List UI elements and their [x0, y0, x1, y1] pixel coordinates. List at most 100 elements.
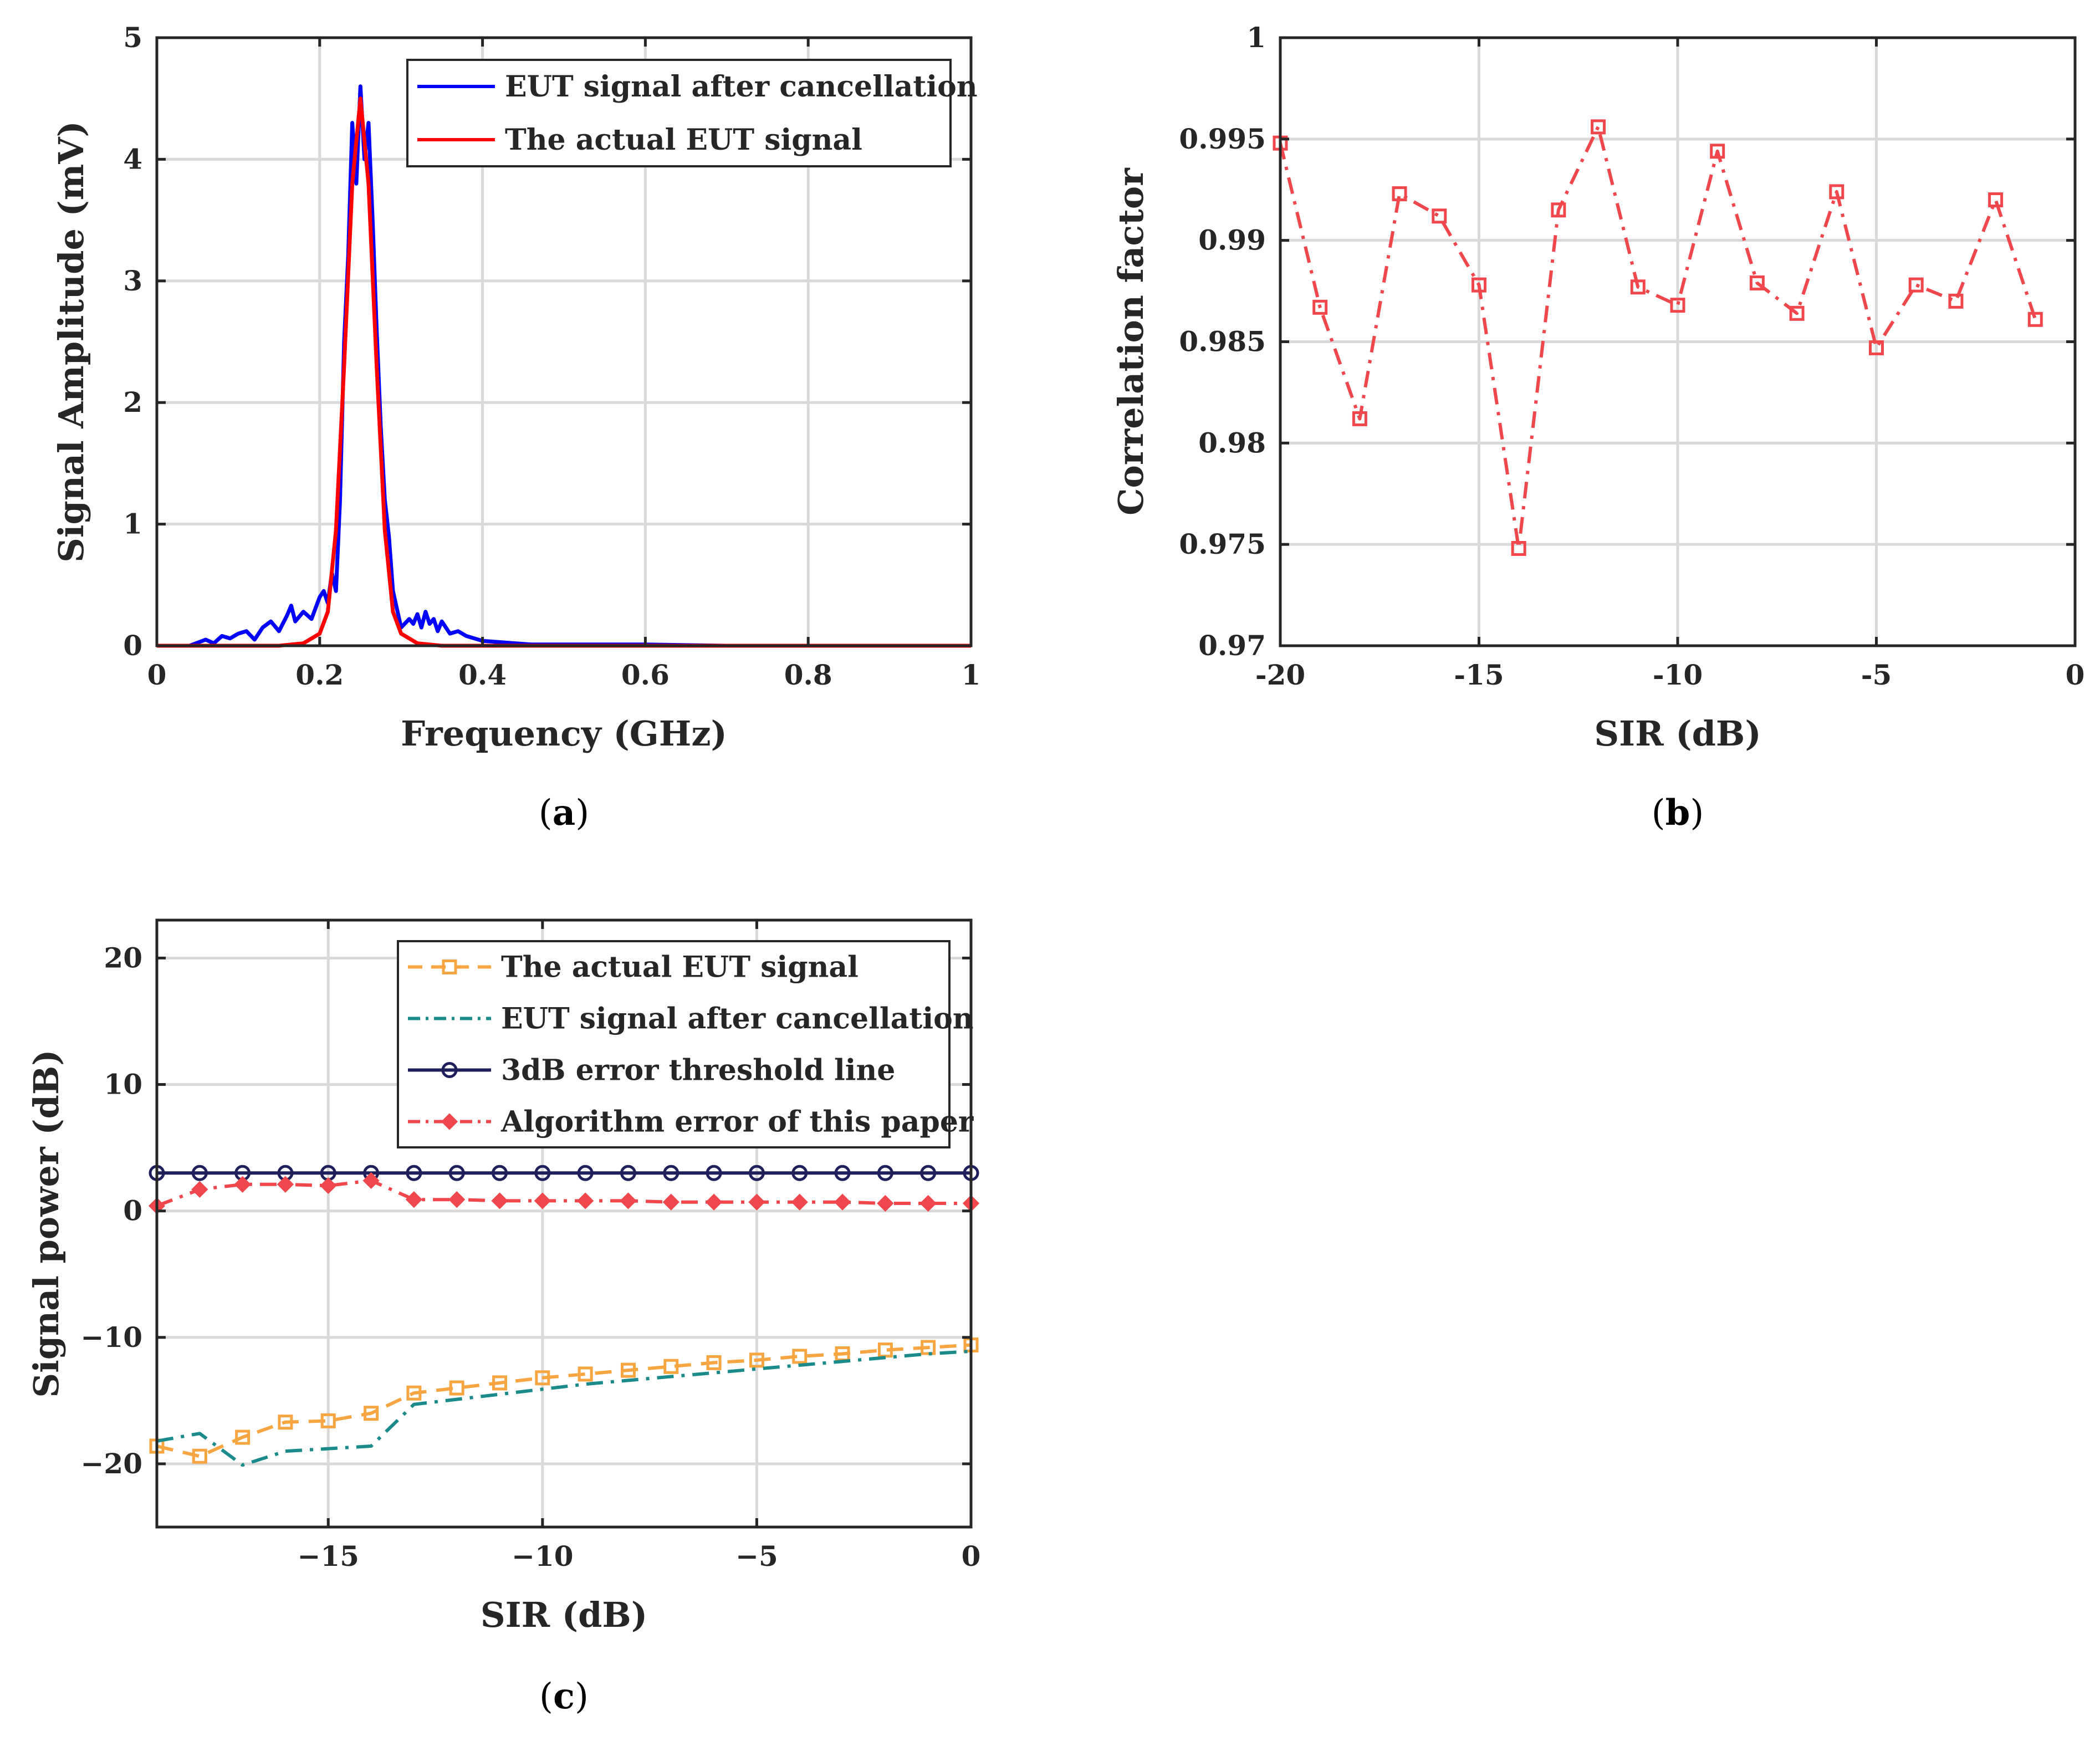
y-tick-label: 1 [1246, 21, 1266, 54]
x-tick-label: 0.8 [784, 658, 832, 691]
caption-paren-close: ) [575, 793, 589, 834]
x-tick-label: 0 [962, 1540, 981, 1572]
data-point [191, 1181, 208, 1198]
data-point [535, 1370, 550, 1386]
data-point [320, 1413, 336, 1428]
data-point [1392, 186, 1407, 202]
data-point [577, 1165, 594, 1181]
data-point [919, 1194, 937, 1212]
x-tick-label: 0.2 [295, 658, 344, 691]
legend-box [406, 59, 952, 167]
caption-letter: b [1665, 792, 1690, 834]
data-point [877, 1165, 893, 1181]
data-point [492, 1375, 508, 1391]
panel-caption: (b) [1652, 792, 1704, 834]
y-tick-label: 0 [123, 1194, 142, 1227]
x-tick-label: 0 [147, 658, 167, 691]
data-point [406, 1165, 422, 1181]
data-point [448, 1191, 466, 1208]
x-tick-label: -5 [1861, 658, 1892, 691]
data-point [705, 1193, 723, 1211]
data-point [578, 1366, 593, 1382]
caption-paren-open: ( [539, 1676, 553, 1717]
y-tick-label: 0 [123, 629, 142, 662]
series-line-1 [157, 84, 971, 648]
legend-swatch-marker [441, 1062, 458, 1078]
legend-label: EUT signal after cancellation [505, 70, 978, 104]
axes-frame [155, 918, 973, 1529]
data-point [877, 1194, 894, 1212]
data-point [706, 1165, 722, 1181]
axes-frame [155, 36, 973, 647]
data-point [277, 1176, 294, 1193]
data-point [663, 1359, 679, 1374]
y-tick-label: 0.995 [1179, 122, 1266, 155]
data-point [1789, 305, 1805, 321]
series-line-2 [157, 96, 971, 648]
y-tick-label: −20 [81, 1447, 142, 1480]
data-point [1551, 202, 1566, 218]
data-point [449, 1380, 464, 1396]
data-point [1312, 299, 1328, 315]
x-tick-label: -20 [1255, 658, 1305, 691]
y-tick-label: 0.97 [1198, 629, 1266, 662]
legend-label: Algorithm error of this paper [500, 1105, 974, 1139]
data-point [320, 1177, 337, 1194]
data-point [534, 1165, 551, 1181]
y-axis-label: Signal power (dB) [26, 1049, 67, 1397]
data-point [662, 1193, 679, 1211]
data-point [1749, 275, 1765, 290]
data-point [1352, 411, 1367, 426]
data-point [748, 1193, 765, 1211]
legend-swatch-marker [442, 959, 457, 974]
data-point [663, 1165, 679, 1181]
caption-paren-open: ( [539, 793, 553, 834]
data-point [2027, 312, 2043, 327]
y-tick-label: 2 [123, 386, 142, 418]
data-point [191, 1165, 208, 1181]
caption-letter: c [553, 1676, 575, 1717]
y-tick-label: 20 [104, 941, 142, 974]
data-point [491, 1192, 508, 1209]
data-point [620, 1362, 636, 1378]
data-point [405, 1191, 423, 1208]
series-line-2 [156, 1349, 972, 1467]
caption-paren-close: ) [575, 1676, 589, 1717]
x-tick-label: 1 [962, 658, 981, 691]
data-point [1432, 208, 1447, 224]
data-point [1908, 277, 1924, 293]
y-axis-label: Correlation factor [1111, 167, 1151, 515]
data-point [406, 1385, 422, 1401]
chart-b-correlation-factor: -20 -15 -10 -5 0 0.97 0.975 0.98 0.985 0.99 0.995 1… [1111, 21, 2084, 834]
x-tick-label: 0.4 [458, 658, 507, 691]
caption-letter: a [553, 792, 575, 834]
caption-paren-open: ( [1652, 793, 1665, 834]
data-point [1829, 184, 1844, 200]
data-point [364, 1406, 379, 1421]
y-tick-label: 1 [123, 508, 142, 540]
x-axis-label: SIR (dB) [481, 1595, 647, 1635]
data-point [748, 1165, 765, 1181]
x-axis-label: Frequency (GHz) [401, 713, 727, 754]
legend-box [397, 940, 951, 1148]
data-point [1511, 540, 1526, 556]
data-point [1630, 279, 1646, 295]
data-point [706, 1355, 722, 1370]
data-point [577, 1192, 594, 1209]
chart-a-signal-amplitude: 0 0.2 0.4 0.6 0.8 1 0 1 2 3 4 5 Frequency (GHz) Signa… [51, 21, 980, 834]
data-point [791, 1193, 808, 1211]
data-point [1591, 119, 1606, 135]
y-tick-label: 5 [123, 21, 142, 54]
data-point [192, 1448, 207, 1464]
x-tick-label: -15 [1454, 658, 1504, 691]
x-tick-label: 0.6 [621, 658, 670, 691]
x-tick-label: -10 [1653, 658, 1703, 691]
data-point [1988, 192, 2004, 208]
data-point [620, 1192, 637, 1209]
y-tick-label: 0.99 [1198, 224, 1266, 257]
panel-caption: (c) [539, 1676, 589, 1717]
legend-label: 3dB error threshold line [501, 1054, 895, 1088]
x-tick-label: 0 [2066, 658, 2085, 691]
data-point [1710, 144, 1725, 159]
